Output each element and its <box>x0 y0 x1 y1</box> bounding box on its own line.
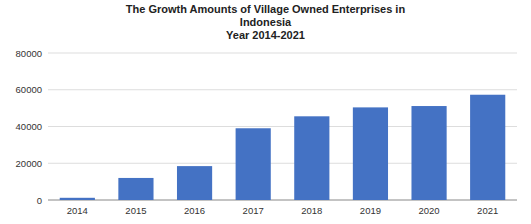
title-line: The Growth Amounts of Village Owned Ente… <box>126 3 406 15</box>
bars <box>60 95 506 200</box>
bar <box>60 198 95 200</box>
x-tick-label: 2020 <box>418 205 439 216</box>
bar <box>294 116 329 200</box>
chart-title: The Growth Amounts of Village Owned Ente… <box>126 3 406 41</box>
chart-container: The Growth Amounts of Village Owned Ente… <box>0 0 531 224</box>
bar <box>177 166 212 200</box>
x-tick-label: 2019 <box>360 205 381 216</box>
y-tick-label: 40000 <box>16 121 42 132</box>
x-tick-label: 2017 <box>243 205 264 216</box>
bar <box>353 107 388 200</box>
title-line: Year 2014-2021 <box>226 29 305 41</box>
bar <box>411 106 446 200</box>
x-tick-label: 2015 <box>125 205 146 216</box>
bar <box>470 95 505 200</box>
chart-svg: The Growth Amounts of Village Owned Ente… <box>0 0 531 224</box>
y-tick-label: 60000 <box>16 84 42 95</box>
y-grid <box>48 53 517 200</box>
x-tick-label: 2014 <box>67 205 88 216</box>
grid-line <box>48 53 517 54</box>
grid-line <box>48 89 517 90</box>
y-tick-label: 0 <box>37 195 42 206</box>
x-tick-label: 2018 <box>301 205 322 216</box>
x-tick-label: 2016 <box>184 205 205 216</box>
x-tick-label: 2021 <box>477 205 498 216</box>
y-tick-label: 20000 <box>16 158 42 169</box>
title-line: Indonesia <box>240 16 292 28</box>
y-tick-label: 80000 <box>16 48 42 59</box>
bar <box>236 128 271 200</box>
bar <box>118 178 153 200</box>
